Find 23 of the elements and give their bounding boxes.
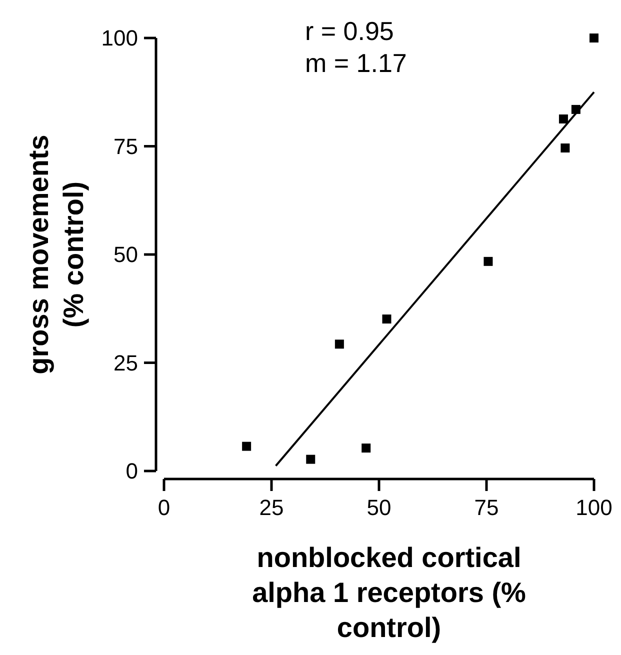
point (560, 143, 570, 152)
point (382, 314, 392, 324)
x-axis-title: nonblocked cortical alpha 1 receptors (% control) (252, 542, 526, 643)
y-tick-label: 100 (101, 26, 138, 51)
point (242, 442, 252, 451)
x-tick-label: 25 (259, 495, 284, 520)
y-tick-label: 50 (114, 242, 138, 268)
point (306, 454, 316, 464)
x-tick-label: 50 (366, 495, 392, 520)
y-tick-label: 0 (126, 458, 138, 484)
point (590, 34, 598, 42)
x-tick-label: 75 (474, 495, 499, 520)
x-tick-label: 100 (576, 495, 612, 520)
point (362, 444, 371, 453)
point (558, 114, 568, 124)
point (484, 256, 493, 266)
y-axis-title: gross movements (% control) (23, 134, 89, 374)
y-tick-label: 25 (114, 350, 138, 376)
x-tick-label: 0 (158, 495, 170, 520)
point (334, 340, 344, 349)
annotation: m = 1.17 (305, 48, 407, 78)
annotation: r = 0.95 (305, 16, 394, 46)
y-tick-label: 75 (114, 134, 138, 159)
